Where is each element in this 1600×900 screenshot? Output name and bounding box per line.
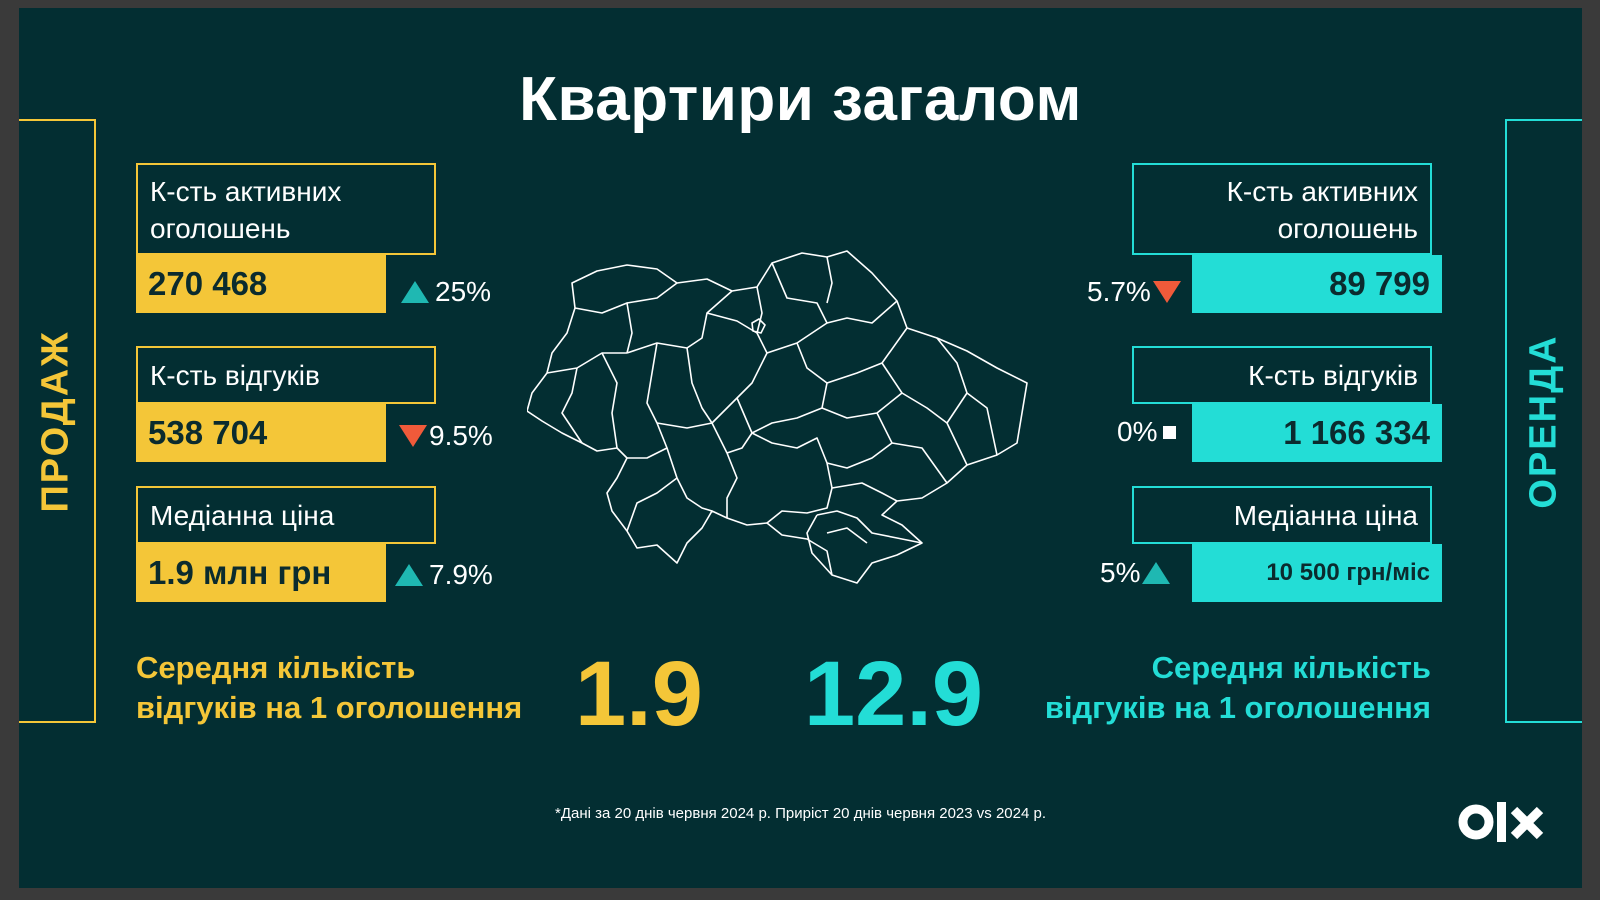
rent-listings-change: 5.7% (1087, 276, 1181, 308)
arrow-up-icon (1142, 562, 1171, 584)
sale-listings-card: К-сть активних оголошень 270 468 (136, 163, 436, 313)
rent-avg-value: 12.9 (804, 643, 984, 745)
sale-avg-text: Середня кількість відгуків на 1 оголошен… (136, 648, 522, 728)
sale-responses-change: 9.5% (399, 420, 493, 452)
sale-responses-value: 538 704 (136, 404, 386, 462)
sale-listings-change-value: 25% (435, 276, 492, 307)
rent-median-change: 5% (1100, 557, 1171, 589)
infographic-slide: Квартири загалом ПРОДАЖ ОРЕНДА К-сть акт… (19, 8, 1582, 888)
olx-logo-icon (1458, 802, 1544, 842)
rent-listings-card: К-сть активних оголошень 89 799 (1132, 163, 1442, 313)
sale-listings-value: 270 468 (136, 255, 386, 313)
sale-section-frame: ПРОДАЖ (19, 119, 96, 723)
sale-avg-text-line1: Середня кількість (136, 650, 416, 685)
sale-listings-label: К-сть активних оголошень (136, 163, 436, 255)
rent-responses-label: К-сть відгуків (1132, 346, 1432, 404)
rent-listings-label-line2: оголошень (1277, 213, 1418, 244)
rent-section-label: ОРЕНДА (1523, 333, 1565, 509)
rent-avg-text-line1: Середня кількість (1151, 650, 1431, 685)
sale-avg-value: 1.9 (575, 643, 703, 745)
arrow-down-icon (1152, 281, 1181, 303)
sale-avg-text-line2: відгуків на 1 оголошення (136, 690, 523, 725)
rent-listings-value: 89 799 (1192, 255, 1442, 313)
rent-responses-change: 0% (1117, 416, 1177, 448)
footnote: *Дані за 20 днів червня 2024 р. Приріст … (555, 805, 1046, 822)
ukraine-map-icon (527, 250, 1028, 584)
arrow-up-icon (401, 281, 429, 303)
rent-median-card: Медіанна ціна 10 500 грн/міс (1132, 486, 1442, 602)
sale-median-change-value: 7.9% (429, 559, 493, 590)
sale-responses-card: К-сть відгуків 538 704 (136, 346, 436, 462)
rent-median-change-value: 5% (1100, 557, 1141, 588)
rent-listings-label: К-сть активних оголошень (1132, 163, 1432, 255)
sale-median-card: Медіанна ціна 1.9 млн грн (136, 486, 436, 602)
sale-median-label: Медіанна ціна (136, 486, 436, 544)
sale-responses-label: К-сть відгуків (136, 346, 436, 404)
sale-listings-change: 25% (401, 276, 491, 308)
sale-median-change: 7.9% (395, 559, 493, 591)
rent-listings-change-value: 5.7% (1087, 276, 1151, 307)
rent-responses-card: К-сть відгуків 1 166 334 (1132, 346, 1442, 462)
sale-section-label: ПРОДАЖ (35, 329, 78, 513)
arrow-up-icon (395, 564, 423, 586)
rent-section-frame: ОРЕНДА (1505, 119, 1582, 723)
rent-median-value: 10 500 грн/міс (1192, 544, 1442, 602)
rent-avg-text-line2: відгуків на 1 оголошення (1044, 690, 1431, 725)
page-title: Квартири загалом (519, 65, 1082, 134)
no-change-icon (1163, 425, 1177, 439)
rent-responses-change-value: 0% (1117, 416, 1158, 447)
rent-avg-text: Середня кількість відгуків на 1 оголошен… (1045, 648, 1431, 728)
rent-listings-label-line1: К-сть активних (1226, 176, 1418, 207)
rent-median-label: Медіанна ціна (1132, 486, 1432, 544)
sale-responses-change-value: 9.5% (429, 420, 493, 451)
sale-median-value: 1.9 млн грн (136, 544, 386, 602)
arrow-down-icon (399, 425, 427, 447)
rent-responses-value: 1 166 334 (1192, 404, 1442, 462)
